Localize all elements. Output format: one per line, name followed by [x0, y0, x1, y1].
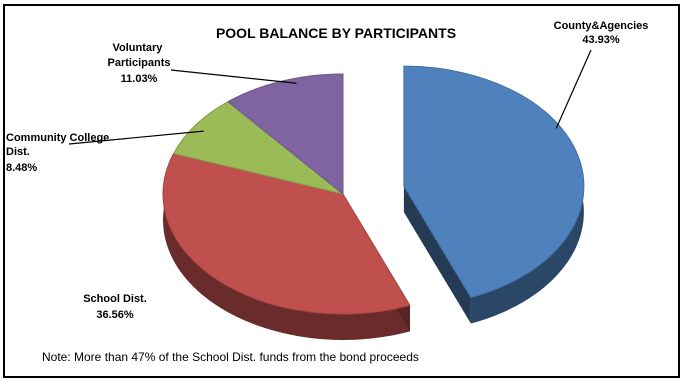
pie-chart: POOL BALANCE BY PARTICIPANTS County&Agen…: [6, 20, 649, 364]
pie-slice-college: [172, 101, 344, 195]
leader-lines: [68, 49, 592, 145]
slice-name-county: County&Agencies: [554, 20, 649, 32]
pie-slice-school: [162, 152, 411, 315]
slice-value-voluntary: 11.03%: [121, 73, 158, 85]
slice-name-voluntary: Voluntary Participants: [108, 42, 171, 69]
slice-value-school: 36.56%: [96, 309, 134, 321]
chart-title: POOL BALANCE BY PARTICIPANTS: [216, 25, 456, 41]
leader-line-college: [68, 130, 204, 145]
pie-slice-depth-school: [162, 153, 410, 340]
slice-name-school: School Dist.: [83, 293, 147, 305]
chart-note: Note: More than 47% of the School Dist. …: [42, 350, 419, 364]
slice-name-voluntary-line1: Voluntary: [113, 42, 164, 54]
pie-top-layer: [162, 65, 585, 315]
pie-slice-county: [403, 65, 585, 299]
slice-name-college: Community College Dist.: [6, 132, 112, 158]
slice-value-county: 43.93%: [582, 34, 620, 46]
slice-name-college-line2: Dist.: [6, 146, 30, 158]
leader-line-voluntary: [170, 69, 297, 84]
pie-slice-side-county-1: [403, 186, 471, 324]
chart-frame: POOL BALANCE BY PARTICIPANTS County&Agen…: [3, 4, 680, 378]
leader-line-county: [555, 49, 592, 129]
slice-name-voluntary-line2: Participants: [108, 57, 171, 69]
slice-value-college: 8.48%: [6, 162, 37, 174]
slice-name-college-line1: Community College: [6, 132, 109, 144]
